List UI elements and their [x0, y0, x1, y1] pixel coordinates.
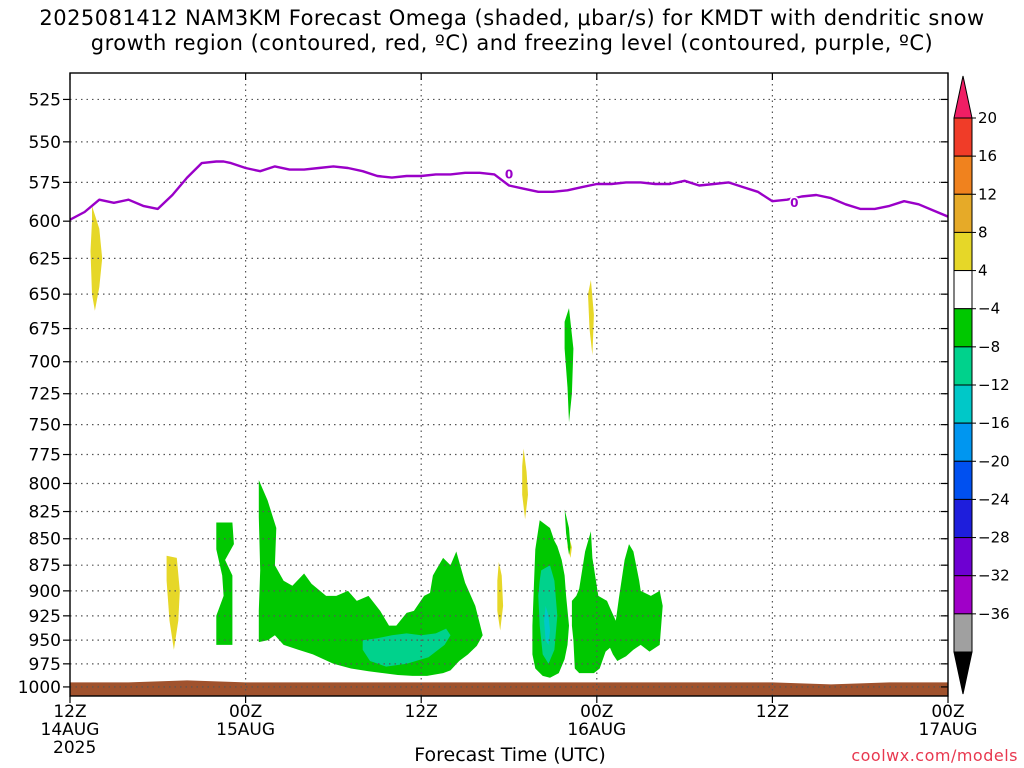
- colorbar-label: −28: [978, 529, 1010, 547]
- colorbar-label: −20: [978, 452, 1010, 470]
- colorbar-swatch: [953, 155, 973, 195]
- omega-region: [544, 605, 550, 645]
- y-tick-label: 950: [29, 631, 61, 651]
- colorbar-label: 12: [978, 185, 997, 203]
- freezing-level-line: [70, 160, 948, 221]
- colorbar-swatch: [953, 537, 973, 577]
- omega-region: [564, 509, 571, 555]
- colorbar-swatch: [953, 422, 973, 462]
- omega-region: [497, 562, 504, 631]
- colorbar-label: −36: [978, 605, 1010, 623]
- colorbar-label: 4: [978, 262, 988, 280]
- x-tick-label: 12Z: [53, 702, 86, 722]
- omega-region: [362, 628, 451, 667]
- x-tick-date: 15AUG: [216, 720, 275, 740]
- chart-title-line-1: 2025081412 NAM3KM Forecast Omega (shaded…: [39, 6, 985, 30]
- omega-region: [166, 555, 180, 650]
- y-tick-label: 550: [29, 133, 61, 153]
- colorbar-label: −24: [978, 490, 1010, 508]
- omega-region: [216, 522, 234, 645]
- y-tick-label: 575: [29, 173, 61, 193]
- y-tick-label: 650: [29, 285, 61, 305]
- y-tick-label: 850: [29, 530, 61, 550]
- grid: [70, 73, 948, 696]
- colorbar-bottom-triangle: [953, 651, 973, 695]
- colorbar-swatch: [953, 193, 973, 233]
- chart-title-line-2: growth region (contoured, red, ºC) and f…: [90, 31, 934, 55]
- colorbar-label: 8: [978, 223, 988, 241]
- omega-region: [588, 280, 594, 356]
- plot-frame: [69, 72, 949, 697]
- x-axis-label: Forecast Time (UTC): [414, 744, 606, 766]
- x-tick-date: 17AUG: [919, 720, 978, 740]
- colorbar-swatch: [953, 231, 973, 272]
- colorbar-top-triangle: [953, 75, 973, 119]
- y-tick-label: 525: [29, 90, 61, 110]
- colorbar-label: −8: [978, 338, 1000, 356]
- y-tick-label: 925: [29, 607, 61, 627]
- x-tick-label: 12Z: [756, 702, 789, 722]
- omega-region: [90, 205, 103, 311]
- colorbar-swatch: [953, 460, 973, 500]
- omega-shading: [70, 205, 948, 696]
- y-tick-label: 675: [29, 320, 61, 340]
- y-tick-label: 875: [29, 556, 61, 576]
- colorbar-label: −32: [978, 567, 1010, 585]
- omega-region: [258, 480, 483, 676]
- freezing-level-label: 0: [790, 196, 798, 210]
- omega-region: [571, 531, 663, 674]
- x-tick-label: 00Z: [580, 702, 613, 722]
- y-tick-label: 900: [29, 582, 61, 602]
- y-tick-label: 825: [29, 503, 61, 523]
- colorbar-swatch: [953, 498, 973, 539]
- x-tick-date: 14AUG: [41, 720, 100, 740]
- x-tick-label: 12Z: [405, 702, 438, 722]
- y-tick-label: 775: [29, 446, 61, 466]
- y-tick-label: 700: [29, 353, 61, 373]
- colorbar-swatch: [953, 613, 973, 653]
- x-tick-date: 16AUG: [567, 720, 626, 740]
- colorbar-swatch: [953, 384, 973, 424]
- colorbar-swatch: [953, 117, 973, 157]
- colorbar-swatch: [953, 308, 973, 348]
- y-tick-label: 750: [29, 416, 61, 436]
- colorbar-swatch: [953, 270, 973, 310]
- colorbar-label: 20: [978, 109, 997, 127]
- colorbar-label: 16: [978, 147, 997, 165]
- y-tick-label: 1000: [18, 678, 61, 698]
- colorbar-label: −4: [978, 300, 1000, 318]
- freezing-level-label: 0: [505, 167, 513, 181]
- source-credit: coolwx.com/models: [851, 746, 1018, 765]
- colorbar-swatch: [953, 346, 973, 386]
- x-tick-label: 00Z: [931, 702, 964, 722]
- omega-region: [522, 448, 528, 520]
- y-tick-label: 800: [29, 474, 61, 494]
- y-tick-label: 600: [29, 212, 61, 232]
- chart-title: 2025081412 NAM3KM Forecast Omega (shaded…: [0, 6, 1024, 56]
- ground-band: [70, 680, 948, 696]
- y-tick-label: 625: [29, 249, 61, 269]
- x-tick-label: 00Z: [229, 702, 262, 722]
- x-tick-year: 2025: [53, 738, 96, 758]
- colorbar-label: −16: [978, 414, 1010, 432]
- y-tick-label: 725: [29, 385, 61, 405]
- colorbar-swatch: [953, 575, 973, 615]
- colorbar-label: −12: [978, 376, 1010, 394]
- y-tick-label: 975: [29, 655, 61, 675]
